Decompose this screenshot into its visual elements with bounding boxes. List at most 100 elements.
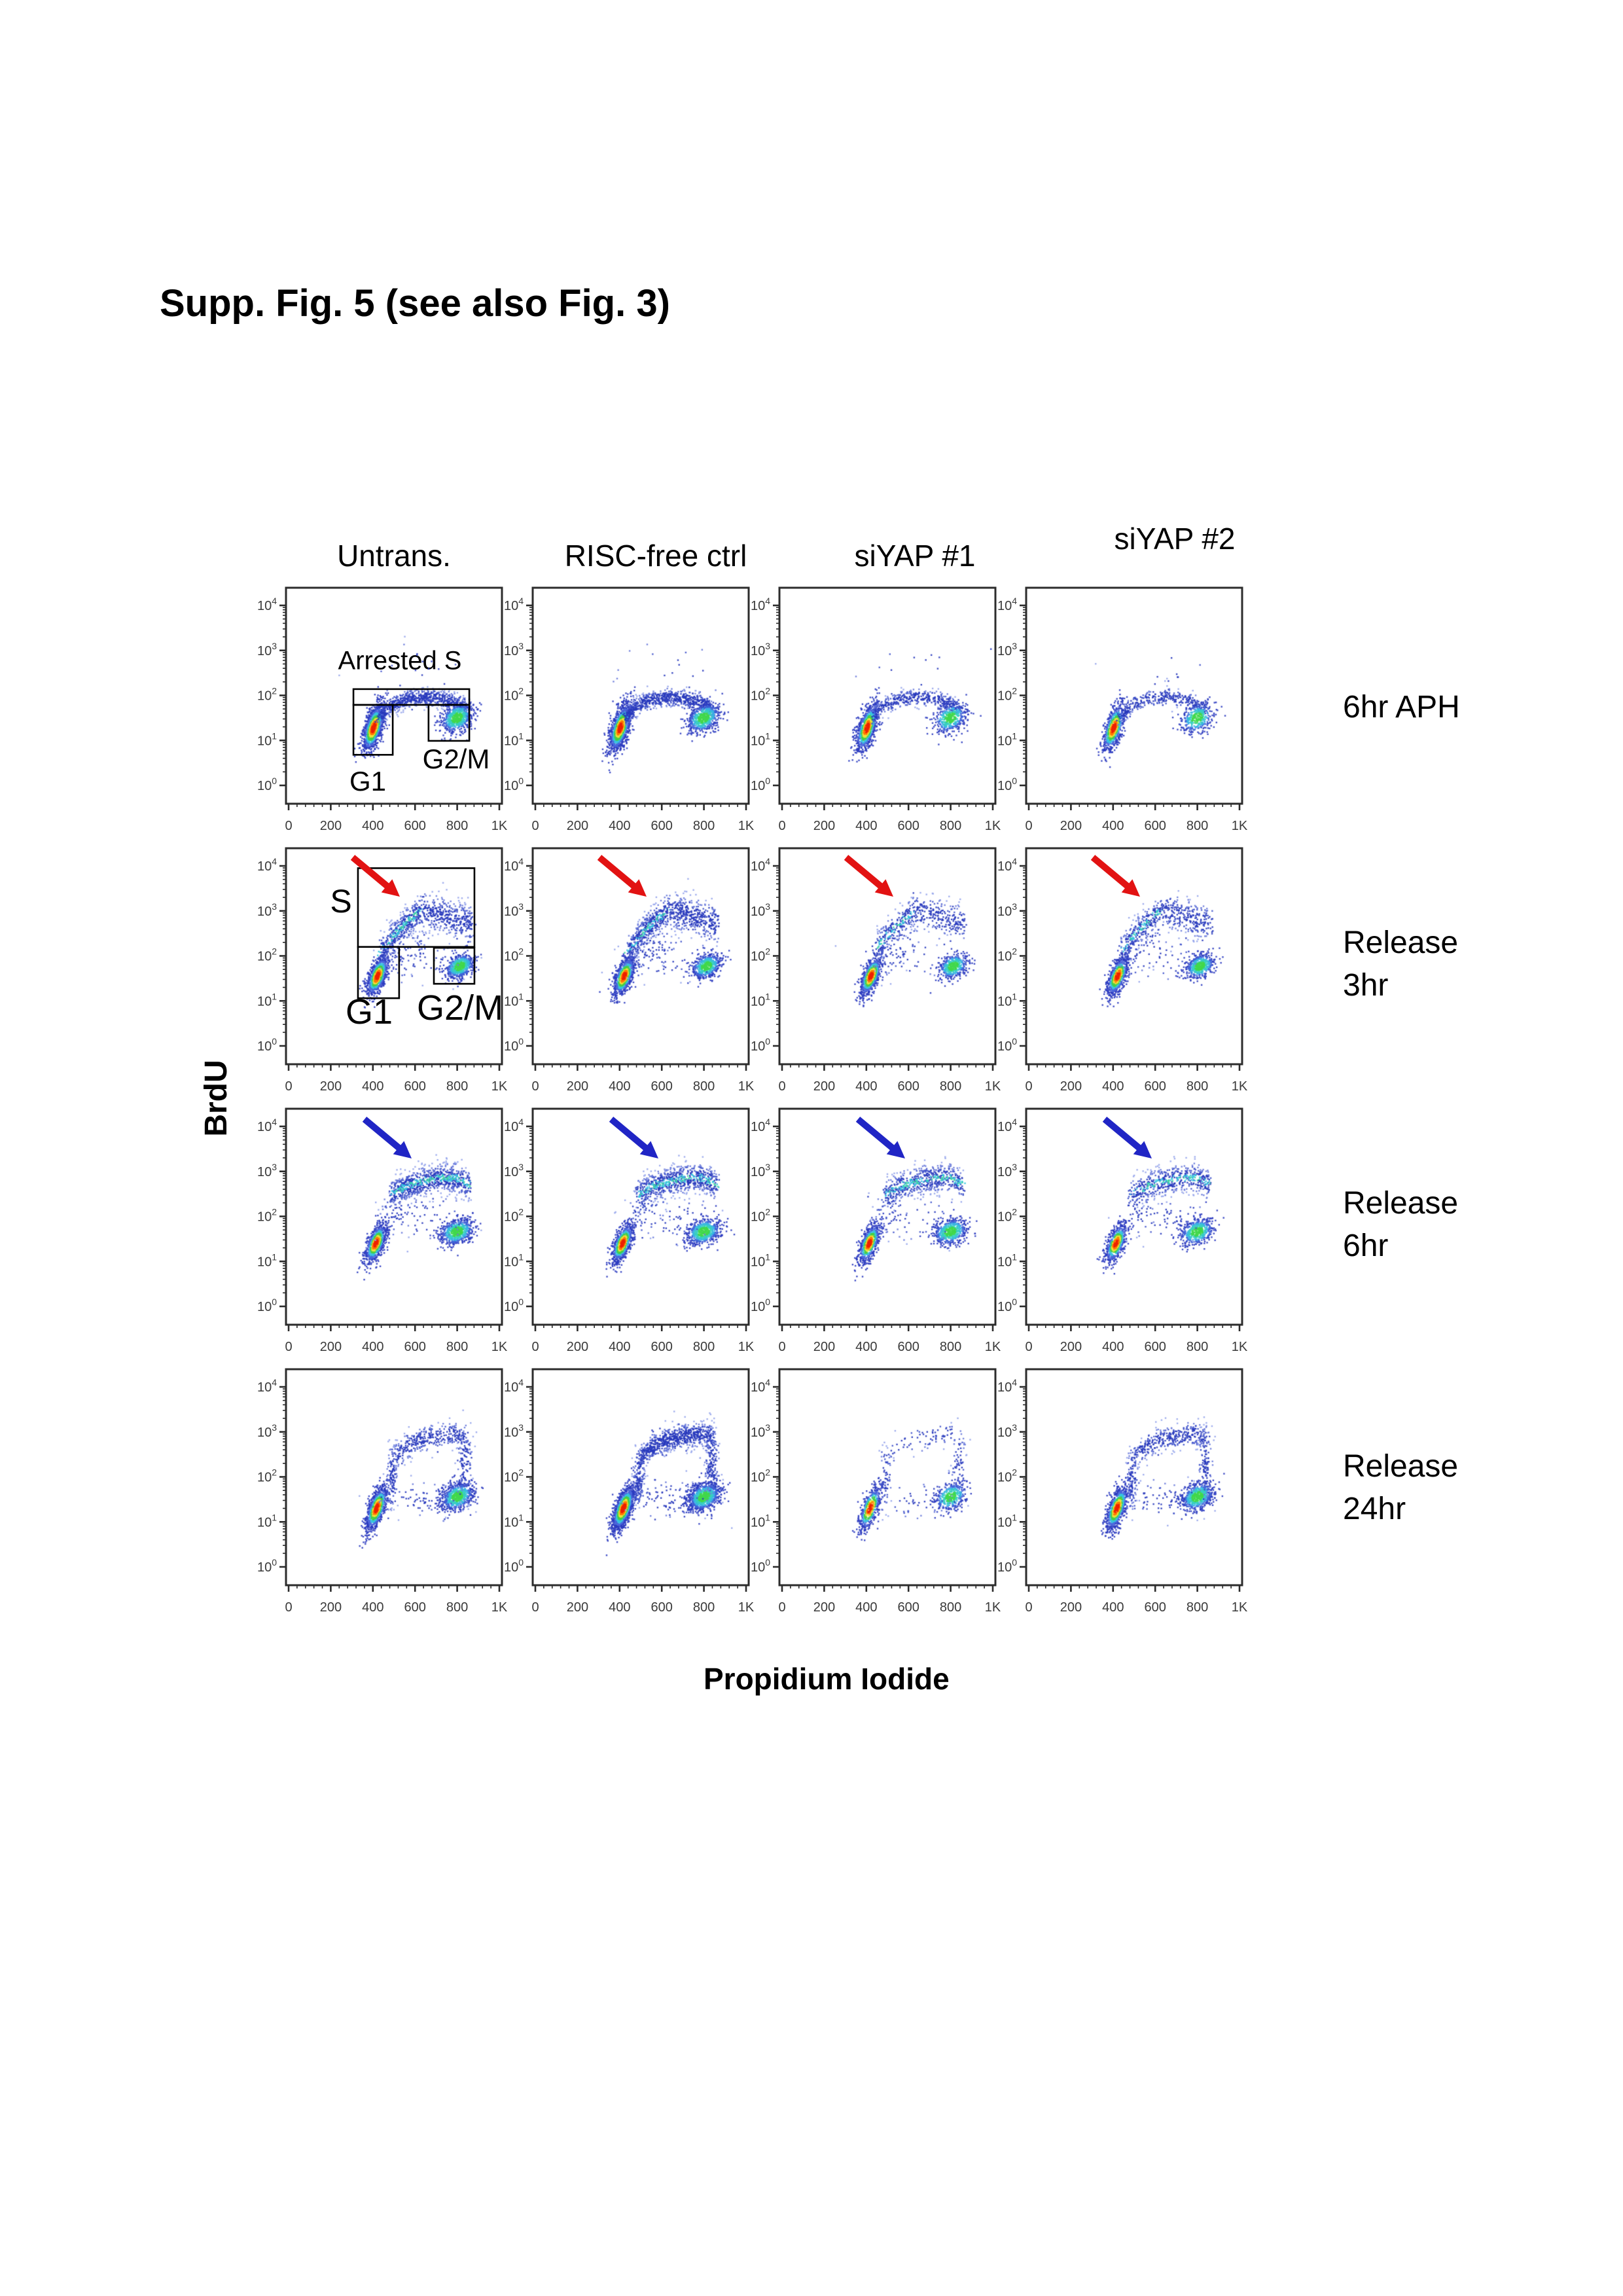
- svg-text:103: 103: [997, 901, 1017, 919]
- svg-text:600: 600: [898, 1079, 919, 1094]
- flow-panel-r2c3: 0 200 400 600 800 1K 100 101 102 103 104: [987, 1101, 1268, 1366]
- svg-text:104: 104: [257, 596, 277, 613]
- svg-text:0: 0: [531, 1600, 539, 1615]
- svg-text:400: 400: [1102, 1079, 1124, 1094]
- svg-text:800: 800: [940, 1079, 961, 1094]
- svg-text:600: 600: [651, 819, 673, 833]
- svg-text:101: 101: [997, 991, 1017, 1009]
- svg-text:101: 101: [751, 1512, 770, 1530]
- svg-text:0: 0: [531, 1340, 539, 1354]
- svg-text:104: 104: [257, 1117, 277, 1134]
- row-label-release-3hr: Release 3hr: [1343, 922, 1458, 1007]
- row-label-release-6hr: Release 6hr: [1343, 1182, 1458, 1267]
- svg-text:104: 104: [504, 1377, 524, 1395]
- svg-text:100: 100: [504, 1557, 524, 1575]
- svg-text:1K: 1K: [1232, 819, 1248, 833]
- svg-text:800: 800: [1186, 1079, 1208, 1094]
- flow-panel-dots: [247, 1101, 528, 1366]
- svg-text:101: 101: [257, 730, 277, 748]
- svg-text:200: 200: [567, 1600, 588, 1615]
- svg-text:0: 0: [1025, 1600, 1032, 1615]
- svg-text:200: 200: [567, 1340, 588, 1354]
- svg-text:400: 400: [855, 1600, 877, 1615]
- svg-text:103: 103: [257, 901, 277, 919]
- svg-text:200: 200: [813, 1600, 835, 1615]
- svg-text:600: 600: [651, 1079, 673, 1094]
- row-label-line: Release: [1343, 1449, 1459, 1484]
- svg-text:102: 102: [997, 1467, 1017, 1485]
- flow-panel-dots: [987, 1101, 1268, 1366]
- svg-text:102: 102: [257, 1207, 277, 1225]
- svg-text:0: 0: [778, 1079, 785, 1094]
- flow-panel-dots: [987, 580, 1268, 845]
- svg-text:0: 0: [1025, 1079, 1032, 1094]
- svg-text:101: 101: [997, 1512, 1017, 1530]
- svg-text:102: 102: [257, 1467, 277, 1485]
- svg-text:101: 101: [751, 730, 770, 748]
- svg-text:100: 100: [504, 1297, 524, 1314]
- svg-text:100: 100: [997, 1557, 1017, 1575]
- svg-text:200: 200: [1060, 1600, 1082, 1615]
- column-header-siyap1: siYAP #1: [854, 539, 976, 573]
- svg-text:600: 600: [898, 1600, 919, 1615]
- svg-text:102: 102: [997, 1207, 1017, 1225]
- svg-text:800: 800: [693, 1079, 715, 1094]
- svg-text:103: 103: [751, 1162, 770, 1179]
- svg-text:800: 800: [446, 819, 468, 833]
- x-axis-label: Propidium Iodide: [704, 1662, 950, 1696]
- svg-text:200: 200: [1060, 1340, 1082, 1354]
- svg-text:104: 104: [504, 856, 524, 874]
- svg-text:100: 100: [997, 1297, 1017, 1314]
- svg-text:0: 0: [1025, 1340, 1032, 1354]
- svg-text:104: 104: [504, 596, 524, 613]
- svg-text:103: 103: [257, 641, 277, 658]
- svg-text:200: 200: [320, 1079, 342, 1094]
- svg-text:0: 0: [778, 1340, 785, 1354]
- svg-text:200: 200: [1060, 1079, 1082, 1094]
- row-label-release-24hr: Release 24hr: [1343, 1445, 1458, 1530]
- svg-text:0: 0: [531, 1079, 539, 1094]
- svg-text:600: 600: [404, 819, 426, 833]
- svg-text:101: 101: [997, 1251, 1017, 1269]
- svg-text:103: 103: [751, 1422, 770, 1440]
- svg-text:600: 600: [651, 1600, 673, 1615]
- svg-text:100: 100: [257, 1036, 277, 1054]
- svg-text:104: 104: [997, 596, 1017, 613]
- svg-text:103: 103: [997, 1422, 1017, 1440]
- flow-panel-dots: [493, 580, 775, 845]
- svg-text:200: 200: [320, 1340, 342, 1354]
- svg-text:100: 100: [751, 1036, 770, 1054]
- svg-text:1K: 1K: [1232, 1340, 1248, 1354]
- svg-text:101: 101: [751, 991, 770, 1009]
- flow-panel-dots: [740, 1101, 1022, 1366]
- svg-text:800: 800: [1186, 1340, 1208, 1354]
- row-label-line: 3hr: [1343, 968, 1389, 1003]
- flow-panel-r0c3: 0 200 400 600 800 1K 100 101 102 103 104: [987, 580, 1268, 845]
- svg-text:102: 102: [504, 686, 524, 704]
- svg-text:102: 102: [751, 946, 770, 964]
- svg-text:1K: 1K: [1232, 1600, 1248, 1615]
- svg-text:400: 400: [855, 819, 877, 833]
- svg-text:800: 800: [1186, 819, 1208, 833]
- flow-panel-dots: [247, 580, 528, 845]
- svg-text:101: 101: [997, 730, 1017, 748]
- svg-text:102: 102: [257, 686, 277, 704]
- flow-panel-dots: [740, 580, 1022, 845]
- svg-text:400: 400: [362, 1079, 383, 1094]
- svg-text:200: 200: [813, 1340, 835, 1354]
